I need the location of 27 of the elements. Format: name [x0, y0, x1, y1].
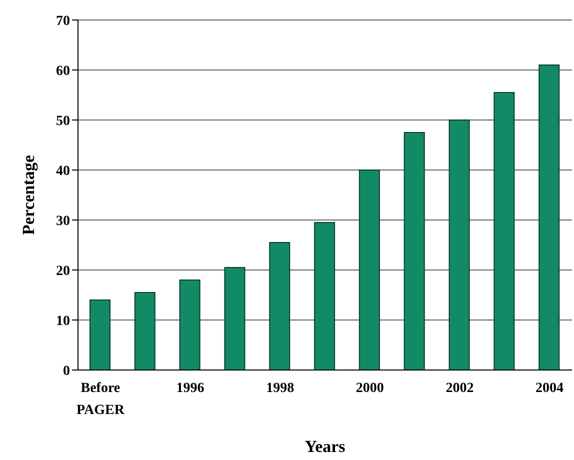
bar [90, 300, 110, 370]
x-tick-label: 2004 [536, 381, 564, 396]
bar [448, 120, 470, 370]
y-tick-label: 10 [56, 314, 70, 329]
bar [538, 64, 560, 370]
bar [134, 292, 156, 370]
x-tick-label: 2002 [446, 381, 474, 396]
y-tick-label: 70 [56, 14, 70, 29]
bar [494, 92, 515, 370]
y-tick-label: 30 [56, 214, 70, 229]
bar [404, 132, 425, 370]
x-tick-label: 1996 [176, 381, 204, 396]
x-axis-title: Years [304, 437, 346, 456]
bar [358, 170, 380, 370]
bar [179, 280, 200, 370]
y-tick-label: 60 [56, 64, 70, 79]
y-tick-label: 0 [63, 364, 70, 379]
x-tick-label: Before PAGER [76, 381, 126, 418]
x-tick-label: 1998 [266, 381, 294, 396]
x-tick-label: 2000 [356, 381, 384, 396]
y-tick-label: 20 [56, 264, 70, 279]
y-tick-label: 50 [56, 114, 70, 129]
bar [314, 222, 336, 370]
y-axis-title: Percentage [19, 154, 38, 235]
bar [269, 242, 290, 370]
y-tick-label: 40 [56, 164, 70, 179]
bar [224, 267, 246, 370]
